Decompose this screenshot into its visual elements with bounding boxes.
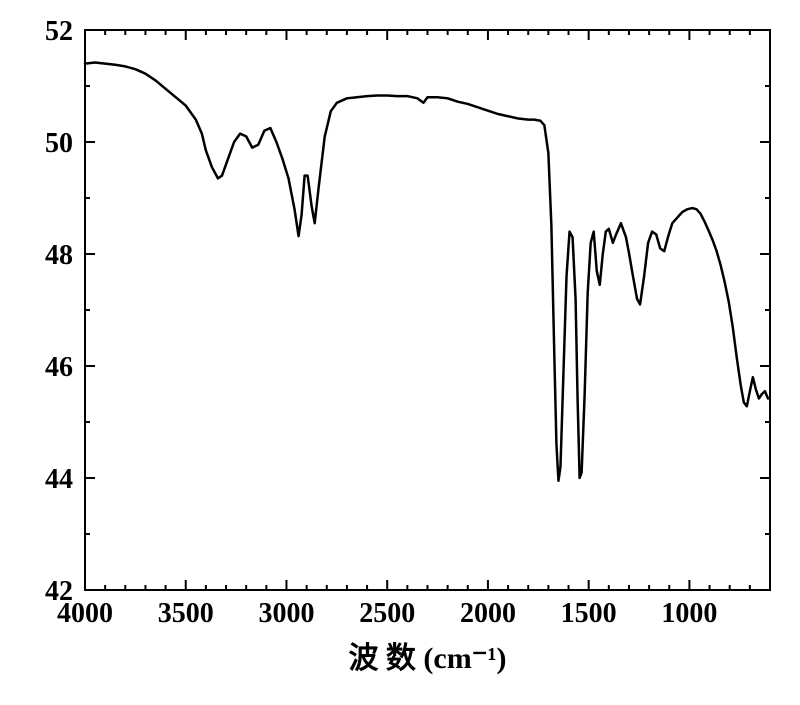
svg-text:42: 42 <box>45 576 73 607</box>
svg-text:3000: 3000 <box>258 598 314 629</box>
svg-text:1500: 1500 <box>561 598 617 629</box>
svg-text:2000: 2000 <box>460 598 516 629</box>
ir-spectrum-chart: 4000350030002500200015001000424446485052… <box>0 0 800 705</box>
svg-text:46: 46 <box>45 352 73 383</box>
svg-text:2500: 2500 <box>359 598 415 629</box>
svg-text:44: 44 <box>45 464 73 495</box>
chart-svg: 4000350030002500200015001000424446485052… <box>0 0 800 705</box>
svg-text:3500: 3500 <box>158 598 214 629</box>
svg-text:52: 52 <box>45 16 73 47</box>
svg-text:50: 50 <box>45 128 73 159</box>
svg-text:1000: 1000 <box>661 598 717 629</box>
svg-text:48: 48 <box>45 240 73 271</box>
svg-text:波 数 (cm⁻¹): 波 数 (cm⁻¹) <box>348 642 506 675</box>
